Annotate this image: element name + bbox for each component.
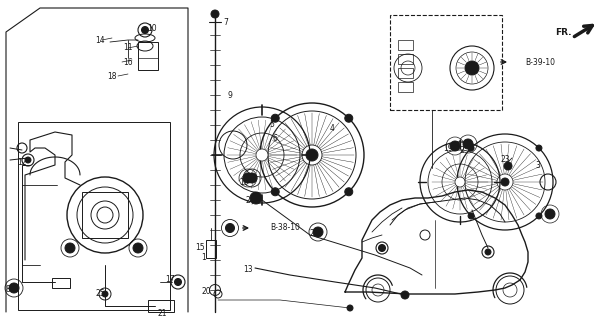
Text: 19: 19 [239, 178, 249, 187]
Circle shape [247, 173, 257, 183]
Text: B-39-10: B-39-10 [525, 58, 555, 67]
Text: 1: 1 [202, 253, 206, 262]
Circle shape [455, 177, 465, 187]
Circle shape [243, 173, 253, 183]
Text: 7: 7 [223, 18, 228, 27]
Text: 10: 10 [147, 23, 157, 33]
Circle shape [485, 249, 491, 255]
Circle shape [347, 305, 353, 311]
Text: 19: 19 [443, 143, 453, 153]
Text: B-38-10: B-38-10 [270, 223, 300, 233]
Bar [82, 192, 128, 238]
Circle shape [256, 149, 268, 161]
Bar [52, 278, 70, 288]
Text: 6: 6 [273, 133, 278, 142]
Text: 23: 23 [500, 156, 510, 164]
Text: 14: 14 [95, 36, 105, 44]
Text: 5: 5 [270, 119, 274, 129]
Circle shape [501, 178, 509, 186]
Text: 21: 21 [157, 308, 167, 317]
Bar [398, 68, 413, 78]
Circle shape [313, 227, 323, 237]
Circle shape [504, 162, 512, 170]
Text: 8: 8 [5, 285, 10, 294]
Circle shape [536, 213, 542, 219]
Circle shape [378, 244, 386, 252]
Circle shape [102, 291, 108, 297]
Circle shape [226, 223, 234, 233]
Text: 3: 3 [536, 161, 540, 170]
Text: 17: 17 [165, 276, 175, 284]
Circle shape [345, 188, 353, 196]
Text: 25: 25 [95, 290, 105, 299]
Text: 4: 4 [329, 124, 334, 132]
Circle shape [25, 157, 31, 163]
Circle shape [468, 213, 474, 219]
Bar [398, 54, 413, 64]
Text: 24: 24 [245, 196, 255, 204]
Bar [138, 42, 158, 70]
Circle shape [468, 145, 474, 151]
Circle shape [174, 278, 182, 285]
Circle shape [211, 10, 219, 18]
Circle shape [545, 209, 555, 219]
Text: 16: 16 [123, 58, 133, 67]
Circle shape [271, 114, 279, 122]
Text: 2: 2 [459, 146, 464, 155]
Text: 9: 9 [228, 91, 232, 100]
Bar [148, 300, 174, 312]
Bar [206, 240, 216, 258]
Circle shape [250, 192, 262, 204]
Text: 18: 18 [107, 71, 117, 81]
Text: 15: 15 [195, 244, 205, 252]
Circle shape [497, 174, 513, 190]
Circle shape [65, 243, 75, 253]
Bar [398, 40, 413, 50]
Circle shape [345, 114, 353, 122]
Text: 22: 22 [309, 229, 319, 238]
Bar [390, 15, 502, 110]
Bar [18, 122, 170, 310]
Circle shape [142, 27, 148, 34]
Text: 12: 12 [17, 157, 27, 166]
Circle shape [133, 243, 143, 253]
Text: 11: 11 [123, 44, 133, 52]
Circle shape [97, 207, 113, 223]
Circle shape [463, 139, 473, 149]
Bar [398, 82, 413, 92]
Circle shape [536, 145, 542, 151]
Text: 20: 20 [201, 287, 211, 297]
Circle shape [306, 149, 318, 161]
Circle shape [302, 145, 322, 165]
Text: 22: 22 [545, 211, 554, 220]
Circle shape [401, 291, 409, 299]
Circle shape [271, 188, 279, 196]
Circle shape [465, 61, 479, 75]
Text: FR.: FR. [556, 28, 572, 36]
Circle shape [450, 141, 460, 151]
Circle shape [9, 283, 19, 293]
Text: 13: 13 [243, 266, 253, 275]
